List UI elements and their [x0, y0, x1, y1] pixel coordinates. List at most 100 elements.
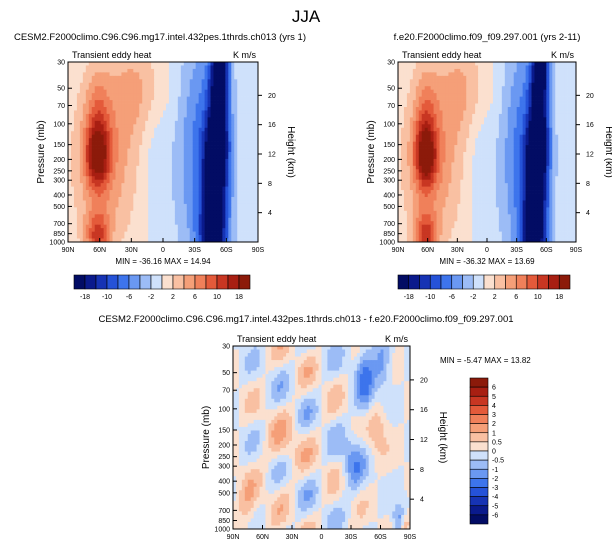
- field-cell: [454, 135, 457, 139]
- field-cell: [505, 149, 508, 153]
- field-cell: [199, 62, 202, 66]
- field-cell: [520, 117, 523, 121]
- field-cell: [92, 76, 95, 80]
- field-cell: [118, 117, 121, 121]
- field-cell: [71, 173, 74, 177]
- field-cell: [133, 211, 136, 215]
- field-cell: [555, 72, 558, 76]
- field-cell: [148, 197, 151, 201]
- field-cell: [199, 228, 202, 232]
- field-cell: [136, 232, 139, 236]
- field-cell: [107, 110, 110, 114]
- field-cell: [240, 183, 243, 187]
- field-cell: [101, 211, 104, 215]
- field-cell: [508, 62, 511, 66]
- field-cell: [514, 72, 517, 76]
- field-cell: [193, 211, 196, 215]
- field-cell: [496, 100, 499, 104]
- field-cell: [74, 173, 77, 177]
- field-cell: [154, 110, 157, 114]
- field-cell: [508, 93, 511, 97]
- field-cell: [77, 204, 80, 208]
- field-cell: [425, 110, 428, 114]
- field-cell: [407, 76, 410, 80]
- field-cell: [404, 135, 407, 139]
- field-cell: [139, 200, 142, 204]
- field-cell: [101, 69, 104, 73]
- field-cell: [116, 187, 119, 191]
- field-cell: [529, 76, 532, 80]
- field-cell: [410, 93, 413, 97]
- field-cell: [487, 128, 490, 132]
- field-cell: [520, 69, 523, 73]
- field-cell: [549, 69, 552, 73]
- field-cell: [74, 124, 77, 128]
- field-cell: [127, 93, 130, 97]
- field-cell: [169, 221, 172, 225]
- field-cell: [520, 100, 523, 104]
- field-cell: [543, 128, 546, 132]
- field-cell: [124, 232, 127, 236]
- field-cell: [175, 76, 178, 80]
- field-cell: [211, 62, 214, 66]
- field-cell: [74, 166, 77, 170]
- field-cell: [169, 190, 172, 194]
- field-cell: [213, 152, 216, 156]
- field-cell: [246, 152, 249, 156]
- field-cell: [466, 83, 469, 87]
- field-cell: [193, 159, 196, 163]
- field-cell: [434, 83, 437, 87]
- field-cell: [517, 142, 520, 146]
- field-cell: [74, 187, 77, 191]
- field-cell: [208, 128, 211, 132]
- field-cell: [157, 152, 160, 156]
- field-cell: [570, 69, 573, 73]
- field-cell: [222, 121, 225, 125]
- field-cell: [422, 107, 425, 111]
- field-cell: [407, 135, 410, 139]
- y-right-axis-label: Height (km): [285, 126, 296, 178]
- field-cell: [228, 211, 231, 215]
- y-tick-label: 700: [53, 221, 65, 228]
- colorbar-label: -18: [80, 294, 90, 301]
- field-cell: [118, 142, 121, 146]
- field-cell: [222, 162, 225, 166]
- field-cell: [508, 135, 511, 139]
- field-cell: [552, 83, 555, 87]
- field-cell: [422, 121, 425, 125]
- field-cell: [549, 107, 552, 111]
- field-cell: [240, 90, 243, 94]
- field-cell: [451, 117, 454, 121]
- field-cell: [413, 149, 416, 153]
- field-cell: [216, 207, 219, 211]
- field-cell: [178, 72, 181, 76]
- field-cell: [540, 69, 543, 73]
- field-cell: [80, 149, 83, 153]
- field-cell: [74, 117, 77, 121]
- field-cell: [104, 114, 107, 118]
- field-cell: [104, 97, 107, 101]
- field-cell: [169, 173, 172, 177]
- field-cell: [89, 183, 92, 187]
- field-cell: [520, 62, 523, 66]
- field-cell: [83, 235, 86, 239]
- field-cell: [231, 145, 234, 149]
- field-cell: [92, 159, 95, 163]
- field-cell: [196, 235, 199, 239]
- field-cell: [98, 90, 101, 94]
- field-cell: [213, 100, 216, 104]
- field-cell: [234, 79, 237, 83]
- field-cell: [113, 79, 116, 83]
- field-cell: [80, 162, 83, 166]
- field-cell: [101, 173, 104, 177]
- field-cell: [434, 76, 437, 80]
- field-cell: [534, 145, 537, 149]
- field-cell: [110, 218, 113, 222]
- field-cell: [463, 86, 466, 90]
- field-cell: [523, 79, 526, 83]
- field-cell: [466, 97, 469, 101]
- field-cell: [92, 100, 95, 104]
- field-cell: [163, 100, 166, 104]
- field-cell: [216, 131, 219, 135]
- field-cell: [216, 228, 219, 232]
